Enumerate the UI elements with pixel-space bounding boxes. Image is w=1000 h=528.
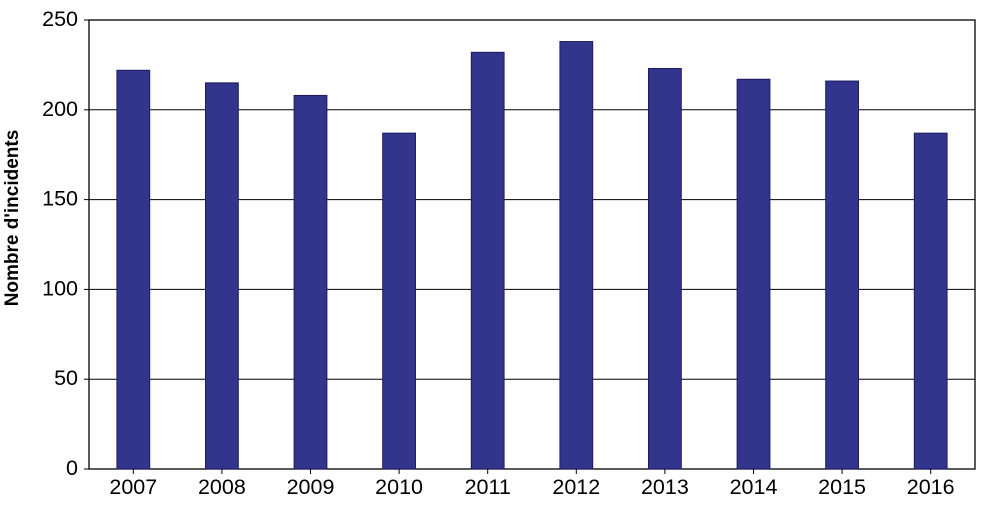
svg-text:Nombre d'incidents: Nombre d'incidents bbox=[2, 130, 23, 307]
svg-text:2012: 2012 bbox=[552, 475, 600, 499]
svg-text:2016: 2016 bbox=[907, 475, 955, 499]
svg-text:0: 0 bbox=[66, 456, 78, 480]
svg-text:2008: 2008 bbox=[198, 475, 246, 499]
svg-text:100: 100 bbox=[42, 276, 78, 300]
svg-text:2014: 2014 bbox=[730, 475, 778, 499]
svg-text:200: 200 bbox=[42, 97, 78, 121]
svg-text:2013: 2013 bbox=[641, 475, 689, 499]
svg-text:2015: 2015 bbox=[818, 475, 866, 499]
svg-text:50: 50 bbox=[54, 366, 78, 390]
svg-text:2010: 2010 bbox=[375, 475, 423, 499]
svg-text:250: 250 bbox=[42, 7, 78, 31]
svg-text:2011: 2011 bbox=[465, 475, 511, 499]
svg-text:150: 150 bbox=[42, 187, 78, 211]
svg-text:2009: 2009 bbox=[287, 475, 335, 499]
svg-text:2007: 2007 bbox=[109, 475, 157, 499]
